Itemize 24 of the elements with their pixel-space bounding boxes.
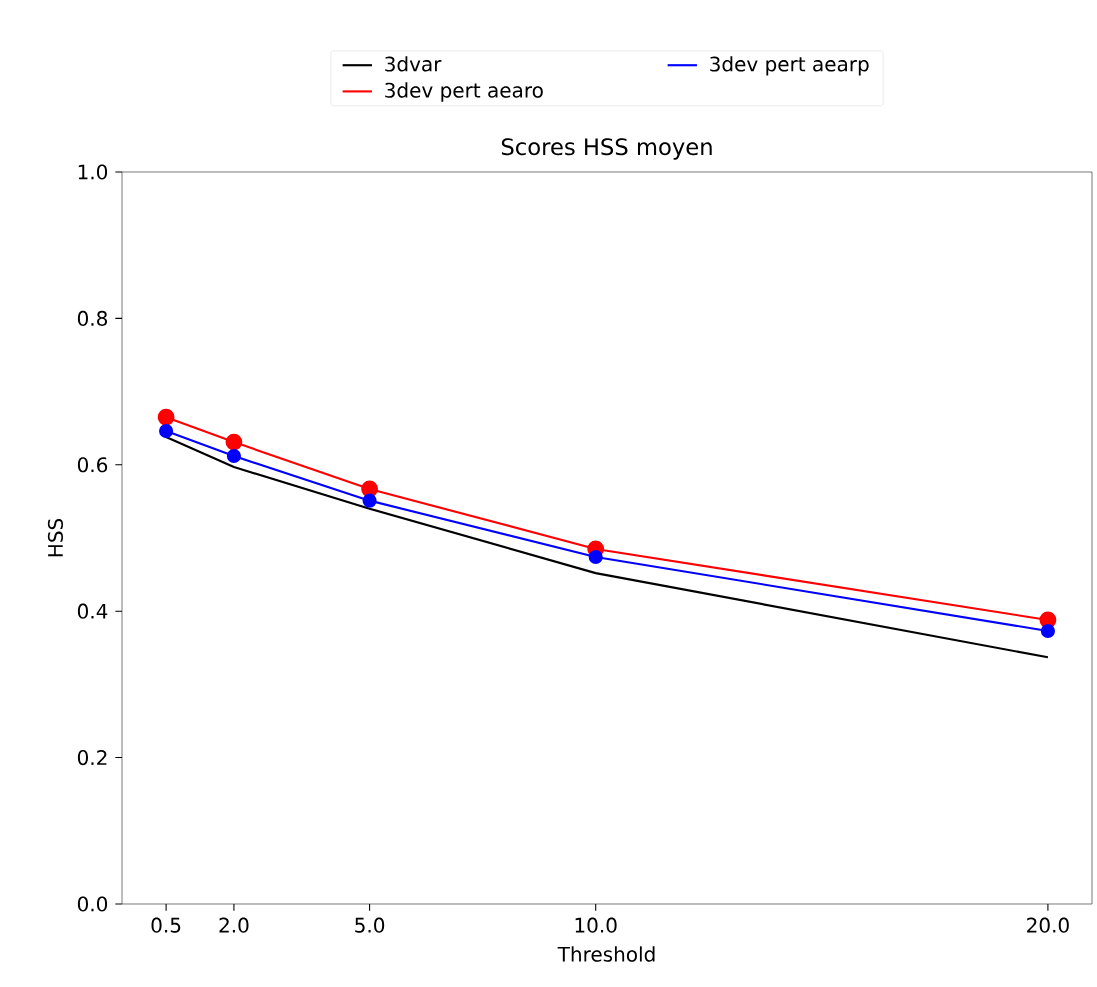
y-tick-label: 0.8 [77,310,108,326]
y-tick-label: 0.0 [77,896,108,912]
legend-label: 3dev pert aearp [710,56,869,76]
legend-label: 3dev pert aearo [385,82,543,102]
x-tick-label: 10.0 [575,917,617,933]
y-tick-label: 0.4 [77,603,108,619]
point [225,433,243,451]
x-axis-title: Threshold [557,946,655,962]
legend-label: 3dvar [385,56,442,72]
y-axis-title: HSS [47,518,64,557]
x-tick-label: 5.0 [355,917,385,933]
y-tick-label: 1.0 [78,164,108,180]
x-tick-label: 0.5 [151,917,181,933]
x-tick-label: 2.0 [219,917,249,933]
point [157,408,175,426]
y-tick-label: 0.6 [77,457,108,473]
point [226,448,241,464]
x-tick-label: 20.0 [1027,917,1069,933]
point [1040,623,1055,639]
point [362,493,377,508]
y-tick-label: 0.2 [77,750,107,766]
point [159,424,174,439]
chart-title: Scores HSS moyen [501,138,712,160]
point [588,549,603,565]
